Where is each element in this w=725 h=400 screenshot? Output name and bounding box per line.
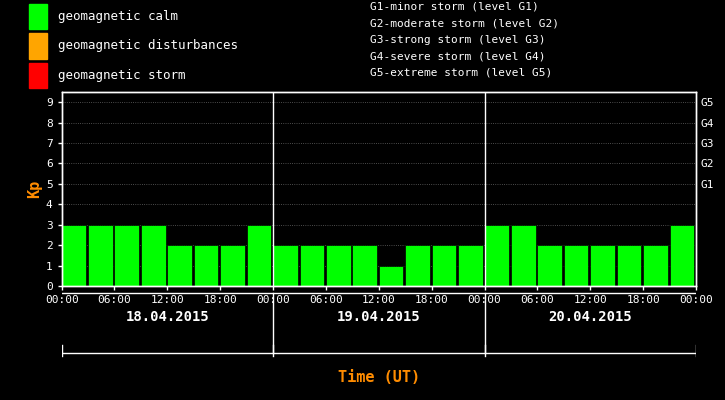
- Bar: [458, 245, 483, 286]
- Bar: [405, 245, 430, 286]
- Text: G5-extreme storm (level G5): G5-extreme storm (level G5): [370, 68, 552, 78]
- Text: geomagnetic storm: geomagnetic storm: [58, 69, 186, 82]
- Bar: [670, 225, 694, 286]
- Bar: [431, 245, 456, 286]
- Text: geomagnetic disturbances: geomagnetic disturbances: [58, 40, 238, 52]
- Text: 19.04.2015: 19.04.2015: [337, 310, 420, 324]
- Bar: [590, 245, 615, 286]
- Bar: [617, 245, 642, 286]
- Bar: [352, 245, 377, 286]
- Bar: [511, 225, 536, 286]
- Bar: [564, 245, 589, 286]
- Text: 18.04.2015: 18.04.2015: [125, 310, 210, 324]
- Bar: [141, 225, 165, 286]
- Text: Time (UT): Time (UT): [338, 370, 420, 386]
- Bar: [299, 245, 324, 286]
- Text: geomagnetic calm: geomagnetic calm: [58, 10, 178, 23]
- Bar: [537, 245, 562, 286]
- Bar: [115, 225, 139, 286]
- Text: G2-moderate storm (level G2): G2-moderate storm (level G2): [370, 18, 559, 28]
- Bar: [194, 245, 218, 286]
- Text: 20.04.2015: 20.04.2015: [548, 310, 632, 324]
- Bar: [88, 225, 112, 286]
- Bar: [273, 245, 298, 286]
- Bar: [167, 245, 192, 286]
- Bar: [29, 33, 47, 59]
- Bar: [29, 4, 47, 30]
- Bar: [29, 62, 47, 88]
- Bar: [484, 225, 509, 286]
- Bar: [326, 245, 350, 286]
- Bar: [247, 225, 271, 286]
- Y-axis label: Kp: Kp: [27, 180, 41, 198]
- Text: G1-minor storm (level G1): G1-minor storm (level G1): [370, 2, 539, 12]
- Text: G4-severe storm (level G4): G4-severe storm (level G4): [370, 51, 545, 61]
- Bar: [643, 245, 668, 286]
- Bar: [62, 225, 86, 286]
- Bar: [220, 245, 245, 286]
- Bar: [378, 266, 403, 286]
- Text: G3-strong storm (level G3): G3-strong storm (level G3): [370, 34, 545, 44]
